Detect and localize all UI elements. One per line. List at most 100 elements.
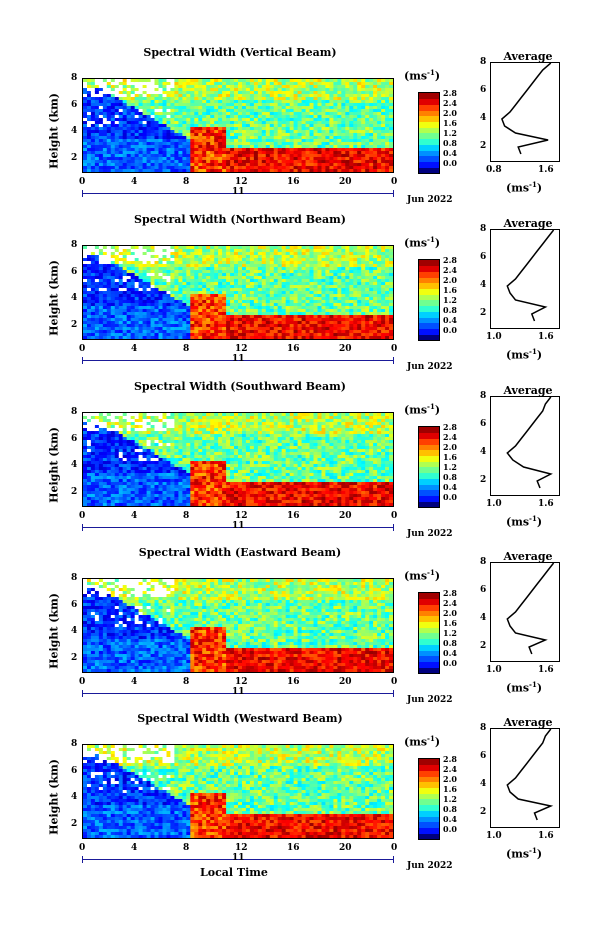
x-tick: 16 [287, 511, 300, 521]
panel-3: Spectral Width (Southward Beam) Height (k… [0, 380, 613, 570]
average-y-tick: 4 [480, 447, 487, 457]
date-bar [82, 190, 394, 197]
y-axis-label: Height (km) [47, 593, 61, 669]
x-tick: 16 [287, 177, 300, 187]
average-y-tick: 6 [480, 85, 487, 95]
average-y-tick: 2 [480, 308, 487, 318]
average-unit: (ms-1) [506, 514, 543, 529]
x-tick: 20 [339, 177, 352, 187]
average-unit: (ms-1) [506, 846, 543, 861]
x-tick: 16 [287, 677, 300, 687]
average-y-tick: 4 [480, 280, 487, 290]
x-tick: 20 [339, 843, 352, 853]
colorbar-tick: 2.8 [443, 422, 457, 432]
y-tick: 8 [71, 407, 78, 417]
y-tick: 4 [71, 126, 78, 137]
panel-title: Spectral Width (Northward Beam) [134, 213, 346, 226]
average-title: Average [503, 217, 553, 230]
average-y-tick: 8 [480, 557, 487, 567]
y-tick: 8 [71, 739, 78, 749]
colorbar-tick: 0.4 [443, 814, 457, 824]
average-plot [490, 728, 560, 828]
average-y-tick: 4 [480, 779, 487, 789]
colorbar [418, 758, 440, 840]
y-tick: 8 [71, 240, 78, 250]
x-tick: 12 [235, 843, 248, 853]
colorbar-tick: 0.8 [443, 638, 457, 648]
average-plot [490, 396, 560, 496]
x-tick: 0 [79, 177, 86, 187]
colorbar-tick: 1.2 [443, 295, 457, 305]
colorbar-tick: 0.0 [443, 158, 457, 168]
colorbar-tick: 2.8 [443, 255, 457, 265]
average-y-tick: 8 [480, 224, 487, 234]
x-tick: 0 [391, 344, 398, 354]
x-tick: 16 [287, 843, 300, 853]
colorbar-tick: 1.2 [443, 794, 457, 804]
x-tick: 12 [235, 677, 248, 687]
x-tick: 0 [391, 511, 398, 521]
average-x-tick: 1.0 [486, 332, 502, 342]
y-tick: 4 [71, 293, 78, 304]
colorbar-tick: 1.2 [443, 128, 457, 138]
colorbar-tick: 2.8 [443, 588, 457, 598]
x-tick: 12 [235, 344, 248, 354]
colorbar-tick: 1.6 [443, 784, 457, 794]
colorbar-tick: 1.6 [443, 285, 457, 295]
panel-title: Spectral Width (Eastward Beam) [138, 546, 342, 559]
x-tick: 4 [131, 344, 138, 354]
colorbar-tick: 0.8 [443, 305, 457, 315]
average-x-tick: 1.6 [538, 665, 554, 675]
x-tick: 20 [339, 677, 352, 687]
day-label: 11 [232, 187, 245, 197]
average-title: Average [503, 384, 553, 397]
y-tick: 2 [71, 486, 78, 497]
day-label: 11 [232, 687, 245, 697]
x-axis-label: Local Time [200, 866, 268, 879]
average-x-tick: 1.0 [486, 499, 502, 509]
average-title: Average [503, 50, 553, 63]
day-label: 11 [232, 521, 245, 531]
average-title: Average [503, 716, 553, 729]
y-tick: 4 [71, 626, 78, 637]
month-label: Jun 2022 [407, 861, 453, 871]
y-tick: 8 [71, 73, 78, 83]
colorbar [418, 92, 440, 174]
heatmap [82, 245, 394, 340]
date-bar [82, 856, 394, 863]
x-tick: 8 [183, 843, 190, 853]
average-y-tick: 6 [480, 585, 487, 595]
month-label: Jun 2022 [407, 529, 453, 539]
x-tick: 4 [131, 511, 138, 521]
x-tick: 12 [235, 177, 248, 187]
y-tick: 6 [71, 266, 78, 277]
colorbar-tick: 1.6 [443, 452, 457, 462]
colorbar-tick: 0.0 [443, 492, 457, 502]
x-tick: 0 [79, 843, 86, 853]
colorbar-tick: 2.0 [443, 108, 457, 118]
x-tick: 20 [339, 511, 352, 521]
colorbar [418, 592, 440, 674]
colorbar-tick: 2.4 [443, 598, 457, 608]
average-plot [490, 229, 560, 329]
average-y-tick: 6 [480, 419, 487, 429]
x-tick: 20 [339, 344, 352, 354]
y-axis-label: Height (km) [47, 260, 61, 336]
day-label: 11 [232, 354, 245, 364]
colorbar-tick: 1.6 [443, 118, 457, 128]
colorbar-unit: (ms-1) [404, 402, 441, 417]
y-tick: 2 [71, 652, 78, 663]
panel-5: Spectral Width (Westward Beam) Height (km… [0, 712, 613, 902]
panel-4: Spectral Width (Eastward Beam) Height (km… [0, 546, 613, 736]
average-y-tick: 8 [480, 723, 487, 733]
month-label: Jun 2022 [407, 695, 453, 705]
colorbar-tick: 0.4 [443, 648, 457, 658]
x-tick: 0 [391, 177, 398, 187]
average-x-tick: 1.6 [538, 332, 554, 342]
average-title: Average [503, 550, 553, 563]
colorbar-tick: 2.0 [443, 774, 457, 784]
colorbar-tick: 2.8 [443, 88, 457, 98]
colorbar-tick: 2.4 [443, 265, 457, 275]
y-tick: 2 [71, 152, 78, 163]
colorbar-tick: 1.6 [443, 618, 457, 628]
